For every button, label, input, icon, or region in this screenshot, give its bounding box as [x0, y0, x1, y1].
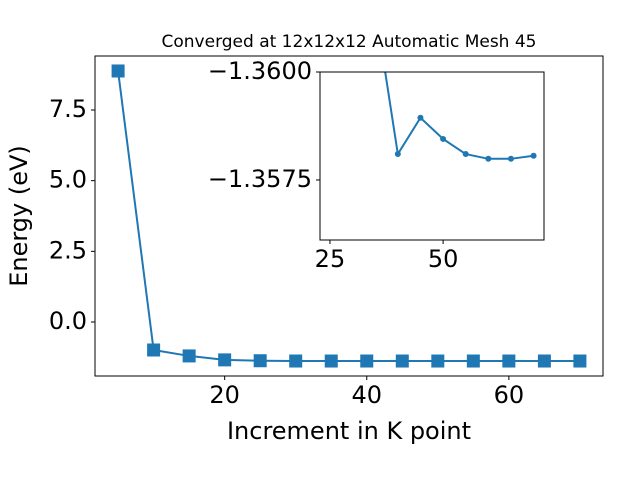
marker: [502, 354, 516, 368]
marker: [573, 354, 587, 368]
plot-content: [372, 4, 537, 162]
plot-area: [320, 72, 544, 240]
x-axis-label: Increment in K point: [227, 417, 471, 445]
y-tick-label: −1.3600: [208, 57, 312, 85]
axes-frame: [319, 71, 545, 241]
marker: [372, 4, 378, 10]
marker: [289, 354, 303, 368]
marker: [395, 354, 409, 368]
x-tick-label: 40: [351, 381, 382, 409]
marker: [324, 354, 338, 368]
axes-frame: [94, 55, 604, 377]
marker: [360, 354, 374, 368]
marker: [485, 155, 492, 162]
line: [384, 72, 534, 160]
y-tick-label: 5.0: [49, 166, 87, 194]
marker: [218, 353, 232, 367]
marker: [466, 354, 480, 368]
marker: [147, 343, 161, 357]
marker: [537, 354, 551, 368]
marker: [253, 354, 267, 368]
y-tick-label: 7.5: [49, 95, 87, 123]
y-tick-label: −1.3575: [208, 165, 312, 193]
marker: [431, 354, 445, 368]
marker: [462, 151, 469, 158]
plot-content: [111, 64, 587, 368]
marker: [111, 64, 125, 78]
marker: [394, 151, 401, 158]
y-tick-label: 2.5: [49, 236, 87, 264]
marker: [182, 349, 196, 363]
x-tick-label: 50: [428, 245, 459, 273]
marker: [440, 135, 447, 142]
marker: [417, 114, 424, 121]
y-axis-label: Energy (eV): [5, 145, 33, 287]
x-tick-label: 60: [494, 381, 525, 409]
y-tick-label: 0.0: [49, 307, 87, 335]
x-tick-label: 20: [209, 381, 240, 409]
marker: [507, 155, 514, 162]
x-tick-label: 25: [315, 245, 346, 273]
chart-title: Converged at 12x12x12 Automatic Mesh 45: [162, 32, 537, 52]
marker: [530, 152, 537, 159]
